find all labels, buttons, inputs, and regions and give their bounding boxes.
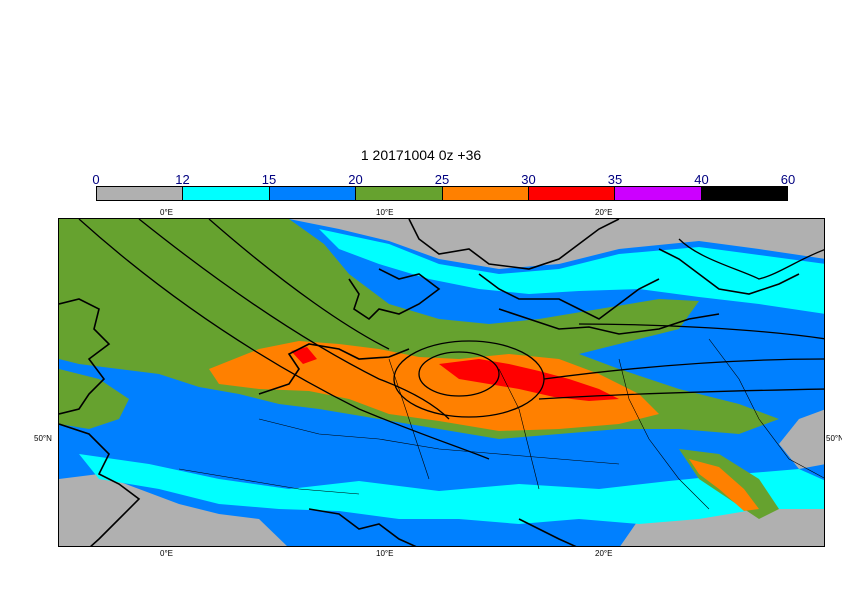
legend-label: 40 — [694, 172, 709, 187]
country-borders — [178, 338, 824, 510]
field-gray-bottom-right — [620, 489, 824, 546]
contour-line — [543, 358, 824, 380]
field-gray-bottom-left — [59, 474, 287, 546]
legend-swatch — [442, 187, 529, 200]
legend-swatch — [615, 187, 702, 200]
precipitation-map — [58, 218, 825, 547]
coastline — [258, 343, 410, 395]
coastline — [518, 518, 577, 546]
contour-line — [678, 238, 824, 280]
coastline — [478, 273, 660, 320]
legend-swatch — [528, 187, 616, 200]
lon-tick-top: 0°E — [160, 208, 173, 217]
color-legend — [96, 186, 788, 201]
lon-tick-bottom: 0°E — [160, 549, 173, 558]
field-red-core — [439, 359, 619, 401]
legend-label: 12 — [175, 172, 190, 187]
contour-line — [538, 388, 824, 400]
map-canvas — [59, 219, 824, 546]
lon-tick-bottom: 20°E — [595, 549, 613, 558]
coastline — [348, 268, 441, 321]
legend-label: 30 — [521, 172, 536, 187]
lat-tick-right: 50°N — [826, 434, 842, 443]
contour-low — [418, 351, 500, 397]
legend-swatch — [356, 187, 443, 200]
coastline — [59, 298, 111, 415]
lat-tick-left: 50°N — [34, 434, 52, 443]
field-orange-southeast — [689, 459, 759, 511]
coastline — [658, 248, 800, 295]
field-red-small — [291, 347, 317, 364]
field-orange-core — [209, 341, 659, 431]
map-title: 1 20171004 0z +36 — [360, 147, 482, 163]
legend-label: 0 — [92, 172, 100, 187]
legend-label: 15 — [261, 172, 277, 187]
legend-swatch — [97, 187, 184, 200]
coastline — [59, 423, 141, 546]
coastline — [498, 308, 720, 335]
field-green-west — [59, 369, 129, 429]
legend-labels: 0 12 15 20 25 30 35 40 60 — [92, 172, 795, 187]
field-gray-scandinavia — [289, 219, 824, 269]
legend-swatch — [183, 187, 270, 200]
border-line — [388, 358, 430, 480]
contour-line — [138, 219, 450, 420]
contour-line — [78, 219, 490, 460]
legend-swatch — [269, 187, 357, 200]
coastlines — [59, 219, 800, 546]
field-cyan-north — [319, 229, 824, 314]
contour-line — [578, 323, 824, 340]
legend-label: 20 — [348, 172, 363, 187]
border-line — [708, 338, 824, 479]
legend-label: 25 — [434, 172, 450, 187]
border-line — [178, 468, 360, 495]
border-line — [618, 358, 710, 510]
contour-line — [208, 219, 390, 350]
legend-label: 60 — [780, 172, 796, 187]
border-line — [258, 418, 620, 465]
border-line — [498, 368, 540, 490]
lon-tick-bottom: 10°E — [376, 549, 394, 558]
lon-tick-top: 10°E — [376, 208, 394, 217]
field-cyan-south — [79, 454, 824, 524]
coastline — [408, 219, 620, 270]
legend-label: 35 — [607, 172, 623, 187]
lon-tick-top: 20°E — [595, 208, 613, 217]
legend-swatch — [701, 187, 787, 200]
field-gray-right — [779, 409, 824, 469]
pressure-contours — [78, 219, 824, 460]
coastline — [308, 508, 417, 546]
